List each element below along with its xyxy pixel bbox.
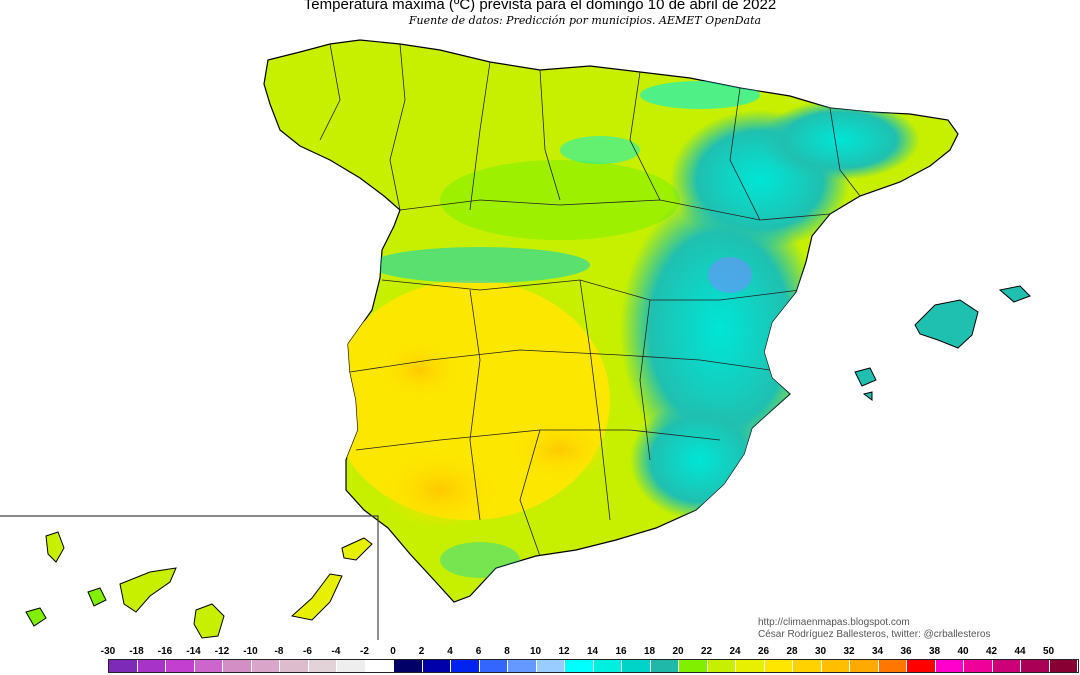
legend-swatch	[593, 660, 622, 672]
legend-swatch	[707, 660, 736, 672]
legend-label: 40	[957, 646, 969, 657]
legend-label: 30	[814, 646, 827, 657]
legend-swatch	[850, 660, 879, 672]
legend-swatch	[1021, 660, 1050, 672]
legend-label: -14	[186, 646, 201, 657]
legend-swatch	[679, 660, 708, 672]
legend-swatch	[508, 660, 537, 672]
legend-label: 20	[672, 646, 684, 657]
legend-label: 44	[1014, 646, 1026, 657]
legend-label: 0	[390, 646, 396, 657]
legend-swatch	[992, 660, 1021, 672]
legend-label: 14	[586, 646, 599, 657]
legend-label: 18	[643, 646, 656, 657]
canary-inset-frame	[0, 515, 379, 640]
legend-label: -4	[331, 646, 341, 657]
legend-label: -8	[274, 646, 284, 657]
iberian-peninsula	[263, 39, 959, 603]
map-subtitle: Fuente de datos: Predicción por municipi…	[408, 14, 762, 27]
legend-label: -10	[243, 646, 258, 657]
legend-label: 2	[418, 646, 425, 657]
legend-swatch	[964, 660, 993, 672]
legend-swatch	[365, 660, 394, 672]
legend-swatch	[422, 660, 451, 672]
legend-swatch	[622, 660, 651, 672]
legend-label: 36	[900, 646, 912, 657]
legend-label: -30	[100, 646, 116, 657]
legend-label: 50	[1042, 646, 1055, 657]
legend-label: -12	[214, 646, 230, 657]
legend-swatch	[451, 660, 480, 672]
legend-swatch	[565, 660, 594, 672]
legend-swatch	[109, 660, 138, 672]
legend-swatch	[736, 660, 765, 672]
legend-label: 8	[504, 646, 510, 657]
legend-label: 32	[843, 646, 855, 657]
legend-swatch	[223, 660, 252, 672]
legend-swatch	[337, 660, 366, 672]
legend-label: 24	[729, 646, 741, 657]
legend-label: 6	[475, 646, 482, 657]
legend-swatch	[308, 660, 337, 672]
legend-labels: -30 -18 -16 -14 -12 -10 -8 -6 -4 -2 0 2 4 6 8 10 12 14 16 1…	[94, 646, 1064, 658]
legend-label: 10	[529, 646, 542, 657]
legend-label: 22	[700, 646, 713, 657]
temperature-map	[0, 39, 1031, 640]
credit-url: http://climaenmapas.blogspot.com	[758, 617, 910, 628]
legend-label: 38	[928, 646, 941, 657]
legend-swatch	[764, 660, 793, 672]
legend-swatch	[194, 660, 223, 672]
legend-label: 28	[786, 646, 798, 657]
credit-author: César Rodríguez Ballesteros, twitter: @c…	[758, 629, 991, 640]
legend-swatch	[394, 660, 423, 672]
legend-swatch	[536, 660, 565, 672]
legend-label: 12	[558, 646, 570, 657]
canary-islands	[25, 531, 373, 639]
legend-swatch	[650, 660, 679, 672]
legend-label: -2	[360, 646, 369, 657]
legend-label: -6	[303, 646, 312, 657]
legend-swatch	[907, 660, 936, 672]
legend-swatch	[1049, 660, 1078, 672]
legend-swatch	[280, 660, 309, 672]
legend-swatch	[251, 660, 280, 672]
color-legend	[108, 659, 1079, 673]
legend-label: -18	[129, 646, 144, 657]
legend-label: -16	[157, 646, 173, 657]
legend-swatch	[878, 660, 907, 672]
legend-label: 16	[615, 646, 627, 657]
legend-swatch	[137, 660, 166, 672]
map-title: Temperatura máxima (ºC) prevista para el…	[303, 0, 777, 13]
legend-label: 4	[447, 646, 453, 657]
legend-label: 42	[985, 646, 998, 657]
legend-swatch	[479, 660, 508, 672]
legend-swatch	[166, 660, 195, 672]
legend-swatch	[821, 660, 850, 672]
legend-label: 26	[757, 646, 770, 657]
legend-swatch	[793, 660, 822, 672]
balearic-islands	[854, 285, 1031, 401]
legend-label: 34	[871, 646, 884, 657]
legend-swatch	[935, 660, 964, 672]
